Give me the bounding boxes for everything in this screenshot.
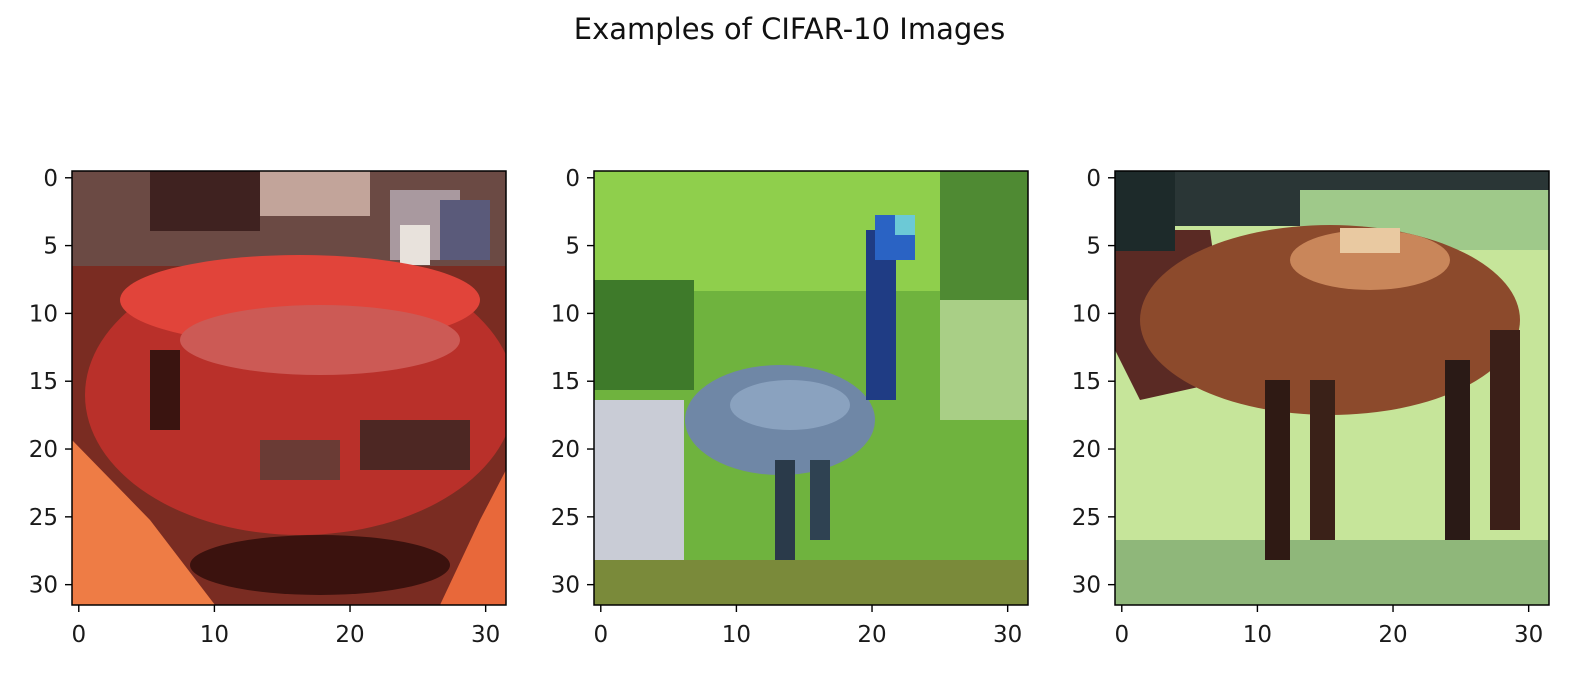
x-tick-label: 30: [993, 622, 1022, 648]
x-tick-label: 10: [200, 622, 229, 648]
y-tick-label: 0: [43, 166, 58, 192]
y-tick-label: 10: [1072, 301, 1101, 327]
y-tick-label: 20: [551, 437, 580, 463]
x-tick-label: 10: [1243, 622, 1272, 648]
y-tick-label: 15: [1072, 369, 1101, 395]
y-tick-label: 15: [29, 369, 58, 395]
x-tick-label: 20: [1378, 622, 1407, 648]
y-tick-label: 0: [565, 166, 580, 192]
image-panel-horse: [1114, 170, 1550, 606]
x-tick-label: 20: [857, 622, 886, 648]
y-tick-label: 20: [1072, 437, 1101, 463]
y-tick-label: 30: [1072, 573, 1101, 599]
y-tick-label: 30: [551, 573, 580, 599]
image-panel-bird: [593, 170, 1029, 606]
axes-ticks: 0 10 20 30 0 5 10 15 20 25 30 0 10 20 30 0 5 10 15 20 25 30 0 1…: [29, 166, 1544, 648]
y-tick-label: 25: [1072, 505, 1101, 531]
y-tick-label: 20: [29, 437, 58, 463]
x-tick-label: 30: [1514, 622, 1543, 648]
y-tick-label: 5: [1086, 234, 1101, 260]
x-tick-label: 0: [593, 622, 608, 648]
y-tick-label: 30: [29, 573, 58, 599]
x-tick-label: 0: [1114, 622, 1129, 648]
x-tick-label: 0: [71, 622, 86, 648]
x-tick-label: 10: [722, 622, 751, 648]
x-tick-label: 20: [335, 622, 364, 648]
y-tick-label: 15: [551, 369, 580, 395]
y-tick-label: 10: [29, 301, 58, 327]
y-tick-label: 0: [1086, 166, 1101, 192]
y-tick-label: 10: [551, 301, 580, 327]
horse-image: [1115, 171, 1549, 605]
y-tick-label: 25: [29, 505, 58, 531]
bird-image: [594, 171, 1028, 605]
x-tick-label: 30: [471, 622, 500, 648]
y-tick-label: 25: [551, 505, 580, 531]
figure-title: Examples of CIFAR-10 Images: [573, 12, 1006, 46]
y-tick-label: 5: [43, 234, 58, 260]
y-tick-label: 5: [565, 234, 580, 260]
car-image: [72, 171, 506, 605]
image-panel-car: [71, 170, 507, 606]
